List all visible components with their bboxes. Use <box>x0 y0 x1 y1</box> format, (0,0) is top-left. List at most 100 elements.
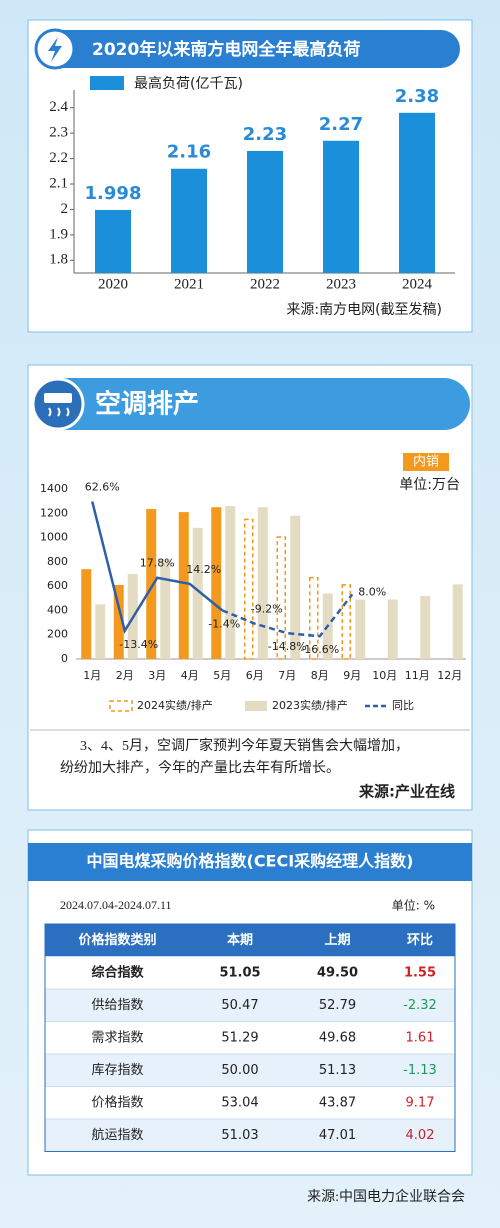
legend-label: 2024实绩/排产 <box>137 698 213 712</box>
table-cell: -1.13 <box>403 1063 437 1078</box>
bar <box>211 507 222 659</box>
table-cell: 49.68 <box>319 1030 356 1045</box>
table-cell: 43.87 <box>319 1095 356 1110</box>
value-label: 1.998 <box>85 183 142 204</box>
bar <box>290 515 301 659</box>
y-tick-label: 2.3 <box>49 125 68 141</box>
bar <box>95 604 106 659</box>
table-cell: 50.47 <box>221 998 258 1013</box>
y-tick-label: 200 <box>47 628 68 641</box>
x-tick-label: 12月 <box>437 669 462 682</box>
bar <box>178 512 189 659</box>
line <box>91 501 224 634</box>
bar <box>341 584 351 660</box>
value-label: 62.6% <box>85 481 120 494</box>
note: 3、4、5月，空调厂家预判今年夏天销售会大幅增加， <box>80 737 409 754</box>
table-cell: 1.61 <box>406 1030 435 1045</box>
x-tick-label: 11月 <box>405 669 430 682</box>
y-tick-label: 2.1 <box>49 175 68 191</box>
table-cell: 4.02 <box>406 1128 435 1143</box>
source: 来源:南方电网(截至发稿) <box>286 302 442 318</box>
value-label: -9.2% <box>251 603 283 616</box>
x-tick-label: 4月 <box>181 669 199 682</box>
bar <box>95 209 131 273</box>
table-date: 2024.07.04-2024.07.11 <box>60 898 172 912</box>
table-row <box>44 1053 456 1087</box>
y-tick-label: 800 <box>47 555 68 568</box>
bar <box>452 584 463 659</box>
bar <box>81 569 92 659</box>
bar <box>171 168 207 273</box>
panel <box>27 364 473 811</box>
x-tick-label: 9月 <box>343 669 361 682</box>
table-cell: 库存指数 <box>91 1062 143 1078</box>
y-tick-label: 2.2 <box>49 150 68 166</box>
bar <box>225 506 236 659</box>
value-label: -14.8% <box>268 640 307 653</box>
table-border <box>44 923 456 1152</box>
value-label: 2.16 <box>167 142 211 163</box>
y-tick-label: 2 <box>61 201 69 217</box>
bar <box>399 112 435 273</box>
bar <box>113 584 124 659</box>
table-cell: 需求指数 <box>91 1030 143 1045</box>
bar <box>146 509 157 659</box>
x-tick-label: 5月 <box>213 669 231 682</box>
x-tick-label: 2020 <box>98 276 128 292</box>
y-tick-label: 400 <box>47 603 68 616</box>
bar <box>257 507 268 659</box>
value-label: -16.6% <box>300 643 339 656</box>
x-tick-label: 10月 <box>372 669 397 682</box>
x-tick-label: 2023 <box>326 276 356 292</box>
bar <box>276 536 286 660</box>
x-tick-label: 2024 <box>402 276 433 292</box>
bar <box>323 140 359 273</box>
header-bar <box>28 843 472 881</box>
table-cell: 51.03 <box>221 1128 258 1143</box>
value-label: 2.27 <box>319 114 363 135</box>
table-cell: 53.04 <box>221 1095 258 1110</box>
bar <box>192 527 203 659</box>
value-label: 14.2% <box>186 563 221 576</box>
y-tick-label: 0 <box>61 652 68 665</box>
bar <box>160 559 171 659</box>
table-row <box>44 988 456 1022</box>
x-tick-label: 2022 <box>250 276 280 292</box>
y-axis-label: 单位:万台 <box>399 477 460 493</box>
y-tick-label: 600 <box>47 579 68 592</box>
icon-ac <box>44 393 72 403</box>
table-header-cell: 价格指数类别 <box>78 932 156 948</box>
legend-label: 最高负荷(亿千瓦) <box>134 75 243 92</box>
table-cell: 供给指数 <box>91 998 143 1013</box>
header-bar <box>40 30 460 68</box>
icon-bolt <box>48 37 62 62</box>
header-bar <box>38 378 470 430</box>
badge-text: 内销 <box>413 454 439 470</box>
bar <box>244 518 254 660</box>
table-cell: 综合指数 <box>91 964 144 980</box>
value-label: 8.0% <box>358 585 386 598</box>
table-row <box>44 1086 456 1120</box>
legend-swatch <box>245 701 267 711</box>
table-cell: 航运指数 <box>91 1127 143 1143</box>
legend-label: 同比 <box>392 699 414 712</box>
table-title: 中国电煤采购价格指数(CECI采购经理人指数) <box>87 852 414 871</box>
y-tick-label: 1400 <box>40 482 68 495</box>
source: 来源:中国电力企业联合会 <box>307 1188 465 1205</box>
x-tick-label: 2月 <box>116 669 134 682</box>
y-tick-label: 1.8 <box>49 252 68 268</box>
line <box>221 593 354 638</box>
table-header-cell: 本期 <box>227 932 253 948</box>
x-tick-label: 8月 <box>311 669 329 682</box>
table-header-cell: 环比 <box>407 932 433 948</box>
table-row <box>44 956 456 990</box>
chart-title: 2020年以来南方电网全年最高负荷 <box>92 39 360 60</box>
bar <box>309 576 319 660</box>
table-header-cell: 上期 <box>324 933 350 948</box>
value-label: 2.23 <box>243 124 287 145</box>
table-cell: 51.29 <box>221 1030 258 1045</box>
icon <box>31 377 85 431</box>
x-tick-label: 2021 <box>174 276 204 292</box>
value-label: -1.4% <box>208 617 240 630</box>
